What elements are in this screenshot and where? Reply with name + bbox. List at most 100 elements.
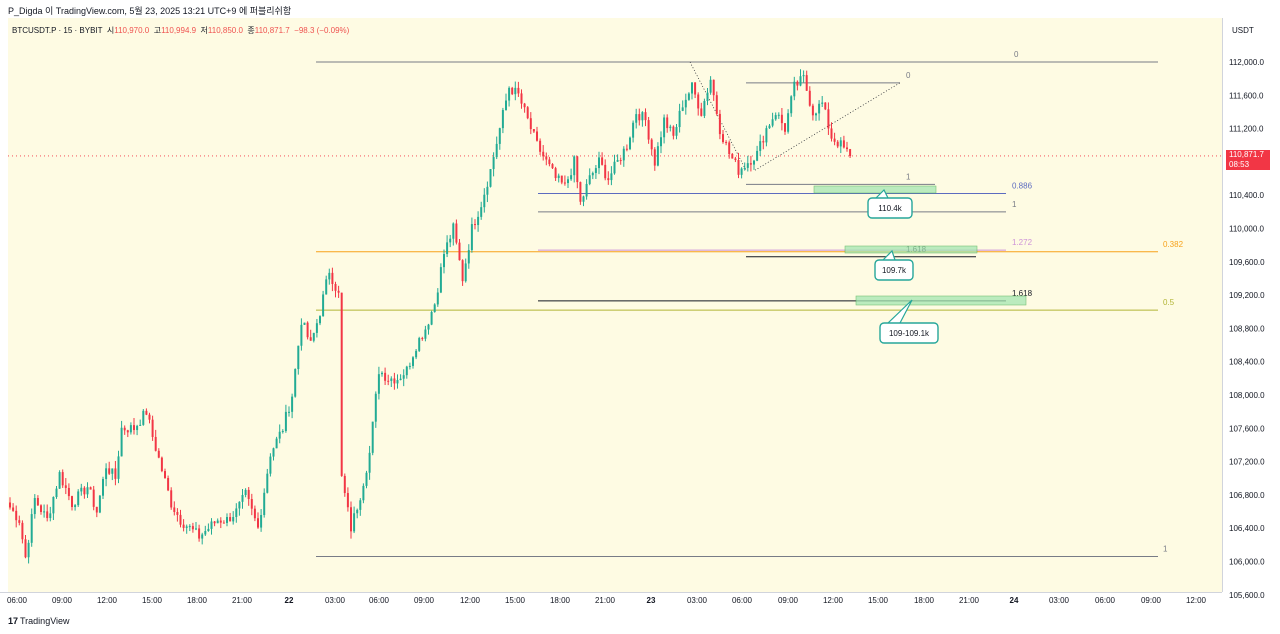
candle-body: [452, 223, 455, 239]
fib-level-label: 0: [906, 71, 911, 80]
candle-body: [740, 168, 743, 175]
candle-body: [328, 272, 331, 280]
candle-body: [356, 509, 359, 514]
candle-body: [18, 520, 21, 523]
price-axis[interactable]: USDT: [1222, 18, 1273, 592]
candle-body: [412, 357, 414, 366]
candle-body: [579, 182, 582, 202]
candle-body: [260, 515, 263, 528]
candle-body: [294, 369, 297, 397]
candle-body: [675, 127, 678, 136]
candle-body: [71, 496, 73, 507]
candle-body: [424, 329, 427, 339]
candle-body: [799, 76, 802, 86]
candle-body: [359, 500, 362, 510]
high-label: 고: [153, 26, 162, 35]
candle-body: [554, 168, 557, 179]
candle-body: [281, 431, 284, 433]
candle-body: [529, 118, 532, 130]
candle-body: [601, 157, 604, 165]
fib-level-label: 0.382: [1163, 240, 1184, 249]
symbol-label: BTCUSDT.P · 15 · BYBIT: [12, 26, 103, 35]
candle-body: [387, 380, 390, 382]
candle-body: [443, 254, 445, 268]
candle-body: [315, 323, 318, 333]
candle-body: [126, 430, 129, 433]
candle-body: [241, 494, 244, 502]
candle-body: [697, 94, 700, 109]
candle-body: [625, 148, 628, 150]
candle-body: [365, 472, 368, 486]
candle-body: [703, 101, 706, 116]
candle-body: [229, 517, 232, 522]
candle-body: [12, 507, 15, 511]
candle-body: [613, 161, 616, 174]
candle-body: [322, 294, 325, 317]
candle-body: [576, 156, 579, 183]
candle-body: [551, 164, 554, 169]
fib-level-label: 0.5: [1163, 298, 1175, 307]
candle-body: [306, 322, 309, 338]
candle-body: [585, 183, 588, 197]
candle-body: [805, 75, 808, 91]
candle-body: [796, 81, 799, 86]
candle-body: [691, 82, 693, 94]
candle-body: [725, 142, 728, 144]
candle-body: [405, 366, 408, 376]
candle-body: [377, 374, 380, 394]
fib-level-label: 1.618: [1012, 289, 1033, 298]
candle-body: [706, 92, 709, 102]
candle-body: [300, 324, 303, 346]
candle-body: [136, 425, 139, 431]
candle-body: [588, 175, 591, 184]
footer: 17 TradingView: [0, 608, 1280, 634]
candle-body: [325, 279, 328, 295]
candle-body: [439, 267, 442, 293]
candle-body: [638, 114, 641, 121]
time-axis[interactable]: [0, 592, 1222, 609]
candle-body: [27, 542, 30, 558]
candle-body: [784, 123, 786, 132]
fib-level-label: 1.272: [1012, 238, 1033, 247]
candle-body: [408, 365, 411, 367]
fib-level-label: 1: [1012, 200, 1017, 209]
fib-level-label: 1: [1163, 545, 1168, 554]
candle-body: [173, 507, 176, 512]
candle-body: [105, 468, 108, 480]
candle-body: [160, 457, 163, 472]
candle-body: [204, 531, 207, 535]
candle-body: [89, 487, 92, 490]
open-label: 시: [106, 26, 115, 35]
candle-body: [195, 528, 197, 530]
candle-body: [849, 149, 852, 157]
candle-body: [167, 478, 170, 491]
candle-body: [520, 93, 523, 104]
candle-body: [734, 158, 737, 161]
target-zone: [855, 295, 1027, 306]
candle-body: [182, 524, 185, 528]
candle-body: [526, 107, 529, 119]
candle-body: [495, 143, 498, 158]
candle-body: [312, 332, 315, 341]
low-value: 110,850.0: [207, 26, 243, 35]
candle-body: [759, 141, 762, 151]
candle-body: [474, 224, 476, 226]
candle-body: [226, 517, 228, 523]
candle-body: [244, 489, 247, 495]
candle-body: [164, 471, 166, 479]
candle-body: [839, 140, 842, 147]
candle-body: [570, 175, 573, 180]
candle-body: [731, 154, 734, 159]
candle-body: [709, 79, 712, 93]
candle-body: [185, 526, 188, 528]
candle-body: [808, 90, 811, 106]
candle-body: [396, 380, 399, 384]
candle-body: [777, 114, 780, 116]
candle-body: [563, 182, 566, 184]
candle-body: [684, 99, 687, 108]
candle-body: [505, 100, 507, 110]
publish-info: P_Digda 이 TradingView.com, 5월 23, 2025 1…: [8, 6, 292, 16]
candle-body: [52, 496, 55, 514]
candle-body: [148, 414, 151, 420]
